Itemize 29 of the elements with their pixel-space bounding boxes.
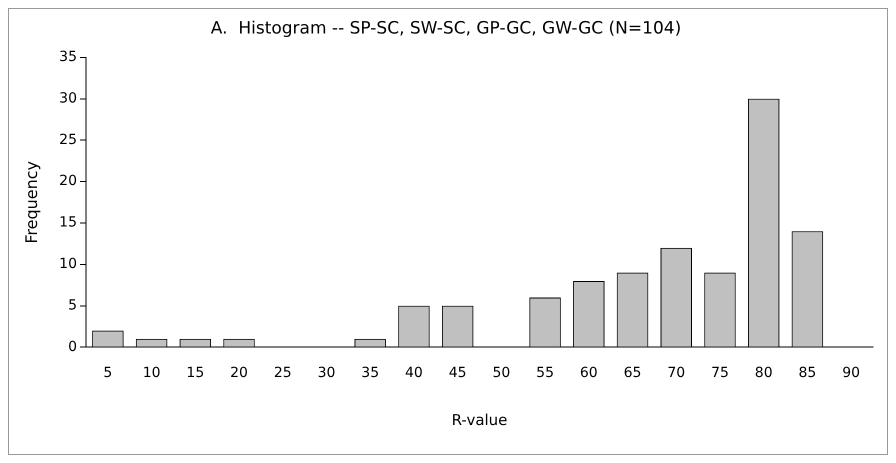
y-tick-label: 20 bbox=[59, 173, 78, 190]
y-tick-label: 30 bbox=[59, 90, 78, 106]
x-tick-label: 10 bbox=[142, 365, 161, 382]
x-tick-label: 90 bbox=[842, 365, 860, 382]
x-tick-label: 65 bbox=[624, 365, 642, 382]
x-tick-label: 35 bbox=[361, 365, 380, 382]
x-tick-label: 80 bbox=[754, 365, 773, 382]
y-tick-label: 15 bbox=[59, 214, 78, 231]
x-tick-label: 30 bbox=[318, 365, 336, 382]
chart-title: A. Histogram -- SP-SC, SW-SC, GP-GC, GW-GC (N=104) bbox=[210, 18, 682, 39]
x-tick-label: 60 bbox=[580, 365, 598, 382]
y-tick-label: 10 bbox=[59, 256, 78, 272]
x-tick-label: 45 bbox=[448, 365, 467, 382]
y-tick-label: 5 bbox=[68, 297, 78, 314]
y-tick-label: 25 bbox=[59, 132, 78, 148]
x-tick-label: 50 bbox=[492, 365, 510, 382]
y-tick-label: 35 bbox=[59, 49, 78, 66]
x-tick-label: 25 bbox=[274, 365, 292, 382]
x-tick-label: 40 bbox=[405, 365, 423, 382]
x-tick-label: 55 bbox=[536, 365, 554, 382]
y-axis-title: Frequency bbox=[22, 160, 41, 244]
x-tick-label: 5 bbox=[103, 365, 112, 382]
x-tick-label: 15 bbox=[186, 365, 204, 382]
x-tick-label: 20 bbox=[230, 365, 248, 382]
x-tick-label: 85 bbox=[798, 365, 816, 382]
y-tick-label: 0 bbox=[68, 338, 78, 355]
x-axis-title: R-value bbox=[452, 410, 508, 429]
x-tick-label: 75 bbox=[711, 365, 729, 382]
x-tick-label: 70 bbox=[667, 365, 686, 382]
